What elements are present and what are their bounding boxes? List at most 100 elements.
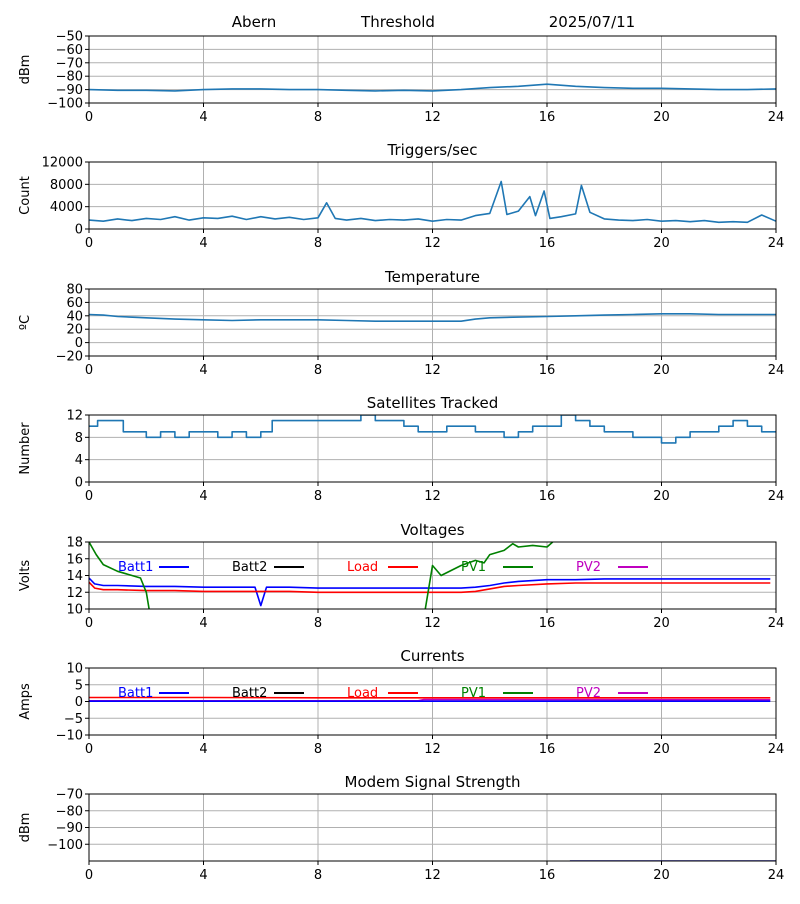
x-tick-label: 20 — [653, 742, 670, 757]
y-tick-label: −10 — [56, 729, 83, 744]
y-tick-label: 12000 — [42, 156, 83, 171]
x-tick-label: 0 — [85, 616, 93, 631]
y-tick-label: −70 — [56, 56, 83, 71]
x-tick-label: 4 — [199, 236, 207, 251]
y-tick-label: 5 — [75, 678, 83, 693]
y-tick-label: 4000 — [50, 200, 83, 215]
x-tick-label: 24 — [768, 363, 785, 378]
y-axis-label: Number — [18, 422, 33, 475]
chart-title: Modem Signal Strength — [345, 773, 521, 791]
legend-label: Batt2 — [232, 686, 267, 701]
x-tick-label: 16 — [539, 616, 556, 631]
x-tick-label: 24 — [768, 616, 785, 631]
legend-label: Batt1 — [118, 686, 153, 701]
y-tick-label: −5 — [64, 712, 83, 727]
y-tick-label: 10 — [66, 662, 83, 677]
y-tick-label: −80 — [56, 70, 83, 85]
y-tick-label: −100 — [47, 97, 83, 112]
x-tick-label: 12 — [424, 616, 441, 631]
y-tick-label: 14 — [66, 569, 83, 584]
y-tick-label: 16 — [66, 552, 83, 567]
x-tick-label: 20 — [653, 868, 670, 883]
y-tick-label: −100 — [47, 838, 83, 853]
station-name: Abern — [232, 13, 276, 31]
x-tick-label: 4 — [199, 868, 207, 883]
x-tick-label: 4 — [199, 489, 207, 504]
y-tick-label: 0 — [75, 695, 83, 710]
legend-label: PV2 — [576, 560, 601, 575]
legend-label: Batt1 — [118, 560, 153, 575]
y-axis-label: dBm — [18, 55, 33, 85]
y-axis-label: ºC — [18, 315, 33, 330]
x-tick-label: 8 — [314, 363, 322, 378]
x-tick-label: 12 — [424, 742, 441, 757]
x-tick-label: 8 — [314, 110, 322, 125]
mode-label: Threshold — [360, 13, 435, 31]
legend-label: PV2 — [576, 686, 601, 701]
x-tick-label: 24 — [768, 110, 785, 125]
legend-label: Batt2 — [232, 560, 267, 575]
y-tick-label: −60 — [56, 43, 83, 58]
chart-title: Satellites Tracked — [367, 394, 498, 412]
x-tick-label: 16 — [539, 742, 556, 757]
y-tick-label: −90 — [56, 821, 83, 836]
x-tick-label: 20 — [653, 236, 670, 251]
y-tick-label: 0 — [75, 476, 83, 491]
y-tick-label: 10 — [66, 603, 83, 618]
x-tick-label: 0 — [85, 742, 93, 757]
x-tick-label: 0 — [85, 110, 93, 125]
plot-area — [89, 698, 770, 702]
x-tick-label: 8 — [314, 489, 322, 504]
x-tick-label: 12 — [424, 868, 441, 883]
x-tick-label: 16 — [539, 363, 556, 378]
x-tick-label: 20 — [653, 363, 670, 378]
y-tick-label: 20 — [66, 323, 83, 338]
x-tick-label: 4 — [199, 110, 207, 125]
x-tick-label: 24 — [768, 742, 785, 757]
x-tick-label: 4 — [199, 742, 207, 757]
x-tick-label: 4 — [199, 363, 207, 378]
legend-label: Load — [347, 560, 378, 575]
x-tick-label: 24 — [768, 236, 785, 251]
x-tick-label: 0 — [85, 236, 93, 251]
y-tick-label: 40 — [66, 309, 83, 324]
y-tick-label: 18 — [66, 536, 83, 551]
x-tick-label: 8 — [314, 868, 322, 883]
chart-title: Voltages — [400, 521, 464, 539]
y-tick-label: −80 — [56, 804, 83, 819]
x-tick-label: 16 — [539, 236, 556, 251]
y-tick-label: −90 — [56, 83, 83, 98]
chart-title: Triggers/sec — [387, 141, 478, 159]
x-tick-label: 16 — [539, 868, 556, 883]
x-tick-label: 0 — [85, 489, 93, 504]
y-tick-label: 60 — [66, 296, 83, 311]
y-tick-label: 8000 — [50, 178, 83, 193]
x-tick-label: 4 — [199, 616, 207, 631]
x-tick-label: 12 — [424, 363, 441, 378]
x-tick-label: 20 — [653, 489, 670, 504]
x-tick-label: 8 — [314, 742, 322, 757]
series-line-pv1 — [89, 542, 553, 617]
y-tick-label: 4 — [75, 453, 83, 468]
x-tick-label: 0 — [85, 363, 93, 378]
y-axis-label: Volts — [18, 560, 33, 592]
chart-title: Temperature — [384, 268, 480, 286]
y-tick-label: −70 — [56, 788, 83, 803]
y-tick-label: 8 — [75, 431, 83, 446]
x-tick-label: 12 — [424, 489, 441, 504]
x-tick-label: 24 — [768, 868, 785, 883]
chart-title: Currents — [400, 647, 464, 665]
x-tick-label: 20 — [653, 110, 670, 125]
y-tick-label: 12 — [66, 409, 83, 424]
x-tick-label: 8 — [314, 236, 322, 251]
legend-label: PV1 — [461, 686, 486, 701]
x-tick-label: 8 — [314, 616, 322, 631]
x-tick-label: 20 — [653, 616, 670, 631]
y-axis-label: dBm — [18, 813, 33, 843]
